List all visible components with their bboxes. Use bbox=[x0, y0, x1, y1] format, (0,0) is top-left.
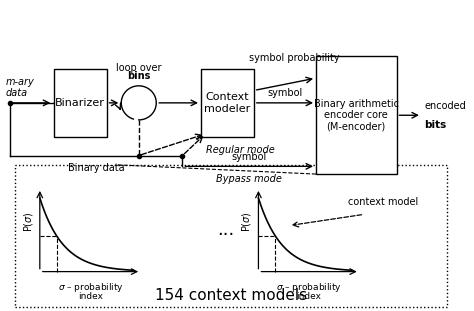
Text: Binary data: Binary data bbox=[68, 163, 125, 173]
Text: ...: ... bbox=[218, 221, 235, 239]
Text: P($\sigma$): P($\sigma$) bbox=[22, 211, 35, 232]
Text: Binarizer: Binarizer bbox=[55, 98, 105, 108]
FancyBboxPatch shape bbox=[201, 69, 254, 137]
Text: index: index bbox=[297, 292, 321, 301]
Text: Regular mode: Regular mode bbox=[206, 145, 274, 155]
FancyBboxPatch shape bbox=[15, 165, 447, 307]
Text: encoded: encoded bbox=[424, 100, 466, 111]
Text: symbol probability: symbol probability bbox=[249, 53, 339, 63]
Text: m-ary
data: m-ary data bbox=[5, 77, 34, 98]
Text: Context
modeler: Context modeler bbox=[204, 92, 250, 114]
Text: loop over: loop over bbox=[116, 63, 162, 73]
Text: P($\sigma$): P($\sigma$) bbox=[240, 211, 254, 232]
Text: context model: context model bbox=[347, 197, 418, 207]
FancyBboxPatch shape bbox=[54, 69, 107, 137]
Text: index: index bbox=[78, 292, 103, 301]
FancyBboxPatch shape bbox=[316, 56, 397, 174]
Text: symbol: symbol bbox=[267, 88, 302, 98]
Text: $\sigma$ – probability: $\sigma$ – probability bbox=[57, 281, 123, 294]
Text: Binary arithmetic
encoder core
(M-encoder): Binary arithmetic encoder core (M-encode… bbox=[314, 99, 399, 132]
Text: 154 context models: 154 context models bbox=[155, 288, 307, 303]
Text: bits: bits bbox=[424, 120, 447, 130]
Text: $\sigma$ – probability: $\sigma$ – probability bbox=[276, 281, 342, 294]
Text: Bypass mode: Bypass mode bbox=[216, 174, 282, 184]
Text: symbol: symbol bbox=[232, 152, 267, 162]
Text: bins: bins bbox=[127, 71, 150, 81]
